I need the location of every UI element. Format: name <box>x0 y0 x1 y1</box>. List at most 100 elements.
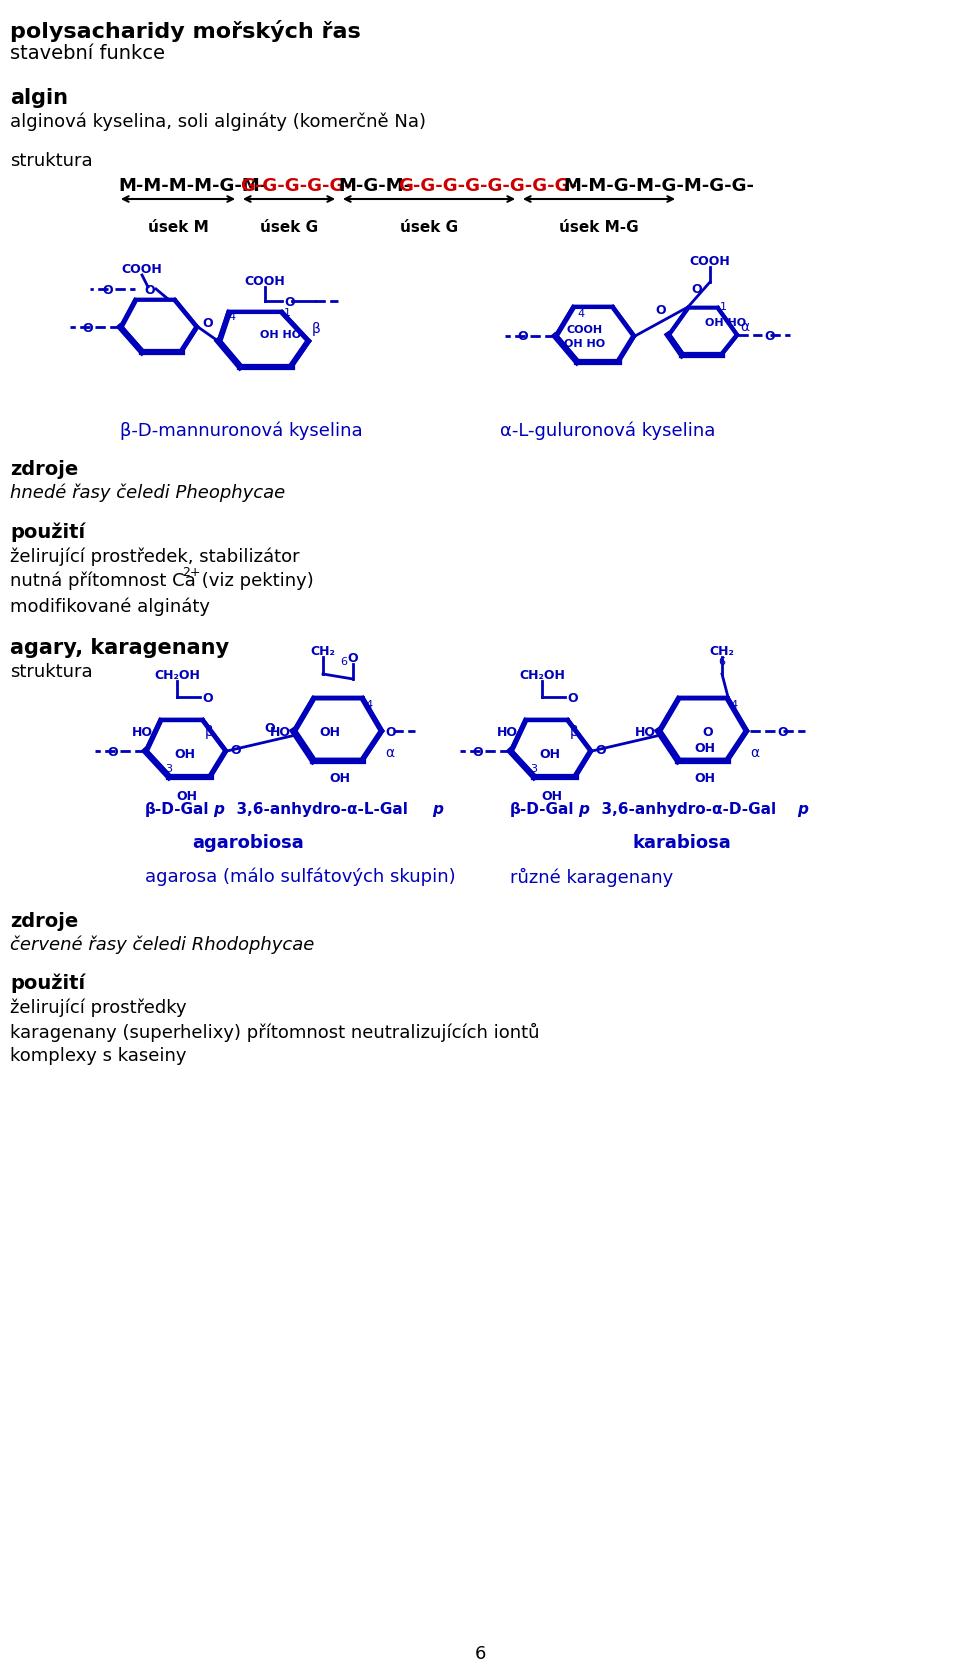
Text: O: O <box>517 330 528 343</box>
Text: struktura: struktura <box>10 152 92 171</box>
Text: OH: OH <box>540 748 561 760</box>
Text: HO: HO <box>635 724 656 738</box>
Text: O: O <box>203 316 213 330</box>
Polygon shape <box>658 698 748 761</box>
Text: O: O <box>703 724 713 738</box>
Text: úsek M: úsek M <box>148 219 208 234</box>
Polygon shape <box>120 299 198 353</box>
Text: 6: 6 <box>340 656 347 666</box>
Text: karabiosa: karabiosa <box>633 833 732 852</box>
Text: O: O <box>202 691 212 704</box>
Text: α: α <box>740 320 749 335</box>
Text: O: O <box>145 283 156 296</box>
Text: COOH: COOH <box>245 274 285 288</box>
Text: OH HO: OH HO <box>260 330 301 340</box>
Text: G-G-G-G-G-G-G-G-: G-G-G-G-G-G-G-G- <box>398 177 577 194</box>
Text: použití: použití <box>10 522 85 540</box>
Text: karagenany (superhelixy) přítomnost neutralizujících iontů: karagenany (superhelixy) přítomnost neut… <box>10 1022 540 1042</box>
Polygon shape <box>510 719 592 778</box>
Text: OH: OH <box>175 748 196 760</box>
Text: (viz pektiny): (viz pektiny) <box>196 572 314 589</box>
Text: úsek G: úsek G <box>400 219 458 234</box>
Text: OH: OH <box>694 741 715 755</box>
Text: O: O <box>777 724 787 738</box>
Text: COOH: COOH <box>567 325 603 335</box>
Polygon shape <box>555 306 635 363</box>
Text: OH HO: OH HO <box>705 318 746 328</box>
Text: β: β <box>312 321 321 336</box>
Text: 6: 6 <box>718 656 725 666</box>
Text: O: O <box>567 691 578 704</box>
Text: agarosa (málo sulfátových skupin): agarosa (málo sulfátových skupin) <box>145 868 456 887</box>
Polygon shape <box>218 311 310 368</box>
Text: O: O <box>284 296 295 308</box>
Polygon shape <box>150 723 223 775</box>
Text: 3: 3 <box>530 763 537 773</box>
Text: červené řasy čeledi Rhodophycae: červené řasy čeledi Rhodophycae <box>10 935 314 954</box>
Text: želirující prostředek, stabilizátor: želirující prostředek, stabilizátor <box>10 547 300 565</box>
Text: polysacharidy mořských řas: polysacharidy mořských řas <box>10 20 361 42</box>
Text: hnedé řasy čeledi Pheophycae: hnedé řasy čeledi Pheophycae <box>10 483 285 502</box>
Text: 4: 4 <box>365 699 372 709</box>
Text: želirující prostředky: želirující prostředky <box>10 999 186 1017</box>
Text: O: O <box>230 743 241 756</box>
Text: β-D-Gal: β-D-Gal <box>510 801 574 816</box>
Text: p: p <box>578 801 588 816</box>
Text: O: O <box>108 744 118 758</box>
Text: 3,6-anhydro-α-L-Gal: 3,6-anhydro-α-L-Gal <box>226 801 408 816</box>
Text: β: β <box>570 724 579 738</box>
Text: α: α <box>750 746 759 760</box>
Text: 4: 4 <box>228 311 235 321</box>
Text: α: α <box>385 746 395 760</box>
Text: M-M-G-M-G-M-G-G-: M-M-G-M-G-M-G-G- <box>563 177 754 194</box>
Polygon shape <box>672 311 734 353</box>
Text: β: β <box>205 724 214 738</box>
Text: HO: HO <box>497 724 518 738</box>
Text: p: p <box>432 801 443 816</box>
Text: CH₂: CH₂ <box>311 644 335 657</box>
Text: p: p <box>797 801 808 816</box>
Text: nutná přítomnost Ca: nutná přítomnost Ca <box>10 572 196 591</box>
Text: M-G-M-: M-G-M- <box>338 177 411 194</box>
Text: O: O <box>595 743 606 756</box>
Text: O: O <box>103 283 113 296</box>
Text: 6: 6 <box>474 1645 486 1661</box>
Text: O: O <box>764 330 775 343</box>
Text: úsek G: úsek G <box>260 219 318 234</box>
Text: úsek M-G: úsek M-G <box>559 219 638 234</box>
Polygon shape <box>223 315 305 365</box>
Polygon shape <box>515 723 588 775</box>
Text: 3: 3 <box>165 763 172 773</box>
Text: OH: OH <box>177 790 198 803</box>
Text: stavební funkce: stavební funkce <box>10 43 165 64</box>
Text: agary, karagenany: agary, karagenany <box>10 637 229 657</box>
Polygon shape <box>145 719 227 778</box>
Polygon shape <box>293 698 383 761</box>
Text: OH HO: OH HO <box>564 340 606 348</box>
Polygon shape <box>662 701 743 758</box>
Text: O: O <box>385 724 396 738</box>
Text: M-M-M-M-G-M-: M-M-M-M-G-M- <box>118 177 267 194</box>
Text: algin: algin <box>10 89 68 109</box>
Text: CH₂OH: CH₂OH <box>519 669 564 681</box>
Text: β-D-Gal: β-D-Gal <box>145 801 209 816</box>
Polygon shape <box>668 308 738 356</box>
Text: G-G-G-G-G-: G-G-G-G-G- <box>240 177 352 194</box>
Text: použití: použití <box>10 974 85 992</box>
Text: CH₂: CH₂ <box>709 644 734 657</box>
Text: 1: 1 <box>284 308 291 318</box>
Text: O: O <box>472 744 483 758</box>
Text: zdroje: zdroje <box>10 460 79 478</box>
Polygon shape <box>560 310 631 360</box>
Text: O: O <box>83 321 93 335</box>
Text: 4: 4 <box>730 699 737 709</box>
Text: struktura: struktura <box>10 663 92 681</box>
Text: O: O <box>692 283 703 296</box>
Text: modifikované algináty: modifikované algináty <box>10 597 210 616</box>
Text: 4: 4 <box>577 310 584 320</box>
Text: agarobiosa: agarobiosa <box>192 833 304 852</box>
Text: OH: OH <box>320 724 341 738</box>
Text: O: O <box>656 304 666 316</box>
Text: β-D-mannuronová kyselina: β-D-mannuronová kyselina <box>120 422 363 440</box>
Text: komplexy s kaseiny: komplexy s kaseiny <box>10 1046 186 1064</box>
